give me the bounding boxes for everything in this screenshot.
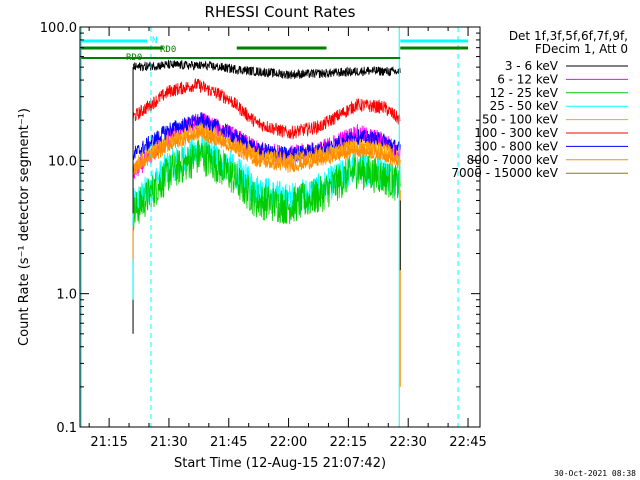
legend-label: 50 - 100 keV: [482, 113, 559, 127]
flag-label: RD0: [160, 45, 176, 55]
legend-label: 25 - 50 keV: [490, 99, 559, 113]
x-tick-label: 22:45: [449, 435, 486, 450]
legend-label: 7000 - 15000 keV: [451, 166, 558, 180]
y-axis-label: Count Rate (s⁻¹ detector segment⁻¹): [17, 108, 32, 346]
x-tick-label: 21:15: [90, 435, 127, 450]
legend-label: 12 - 25 keV: [490, 86, 559, 100]
series-line: [132, 139, 401, 231]
x-tick-label: 21:45: [210, 435, 247, 450]
flag-label: RD0: [126, 53, 142, 63]
series-line: [132, 59, 401, 80]
legend: Det 1f,3f,5f,6f,7f,9f, FDecim 1, Att 0 3…: [451, 29, 628, 180]
x-tick-label: 22:15: [330, 435, 367, 450]
series-line: [132, 127, 401, 176]
legend-label: 3 - 6 keV: [505, 59, 559, 73]
legend-label: 100 - 300 keV: [474, 126, 558, 140]
chart-title: RHESSI Count Rates: [205, 3, 356, 21]
axis-layer: 0.1 1.0 10.0 100.0 21:15 21:30 21:45 22:00 22:15…: [40, 21, 487, 450]
legend-label: 6 - 12 keV: [497, 72, 559, 86]
x-tick-label: 22:30: [389, 435, 426, 450]
legend-header-line-2: FDecim 1, Att 0: [535, 42, 628, 56]
x-tick-label: 21:30: [150, 435, 187, 450]
series-line: [132, 78, 401, 140]
timestamp: 30-Oct-2021 08:38: [554, 469, 636, 478]
y-tick-label: 100.0: [40, 21, 77, 36]
x-axis-label: Start Time (12-Aug-15 21:07:42): [174, 456, 386, 471]
y-tick-label: 10.0: [48, 154, 77, 169]
y-tick-label: 0.1: [56, 421, 77, 436]
plot-frame: [79, 26, 481, 428]
legend-header-line-1: Det 1f,3f,5f,6f,7f,9f,: [509, 29, 628, 43]
x-tick-label: 22:00: [270, 435, 307, 450]
legend-label: 300 - 800 keV: [474, 139, 558, 153]
y-tick-label: 1.0: [56, 288, 77, 303]
series-layer: [132, 59, 401, 387]
legend-label: 800 - 7000 keV: [467, 153, 559, 167]
flag-label: N: [152, 36, 157, 46]
